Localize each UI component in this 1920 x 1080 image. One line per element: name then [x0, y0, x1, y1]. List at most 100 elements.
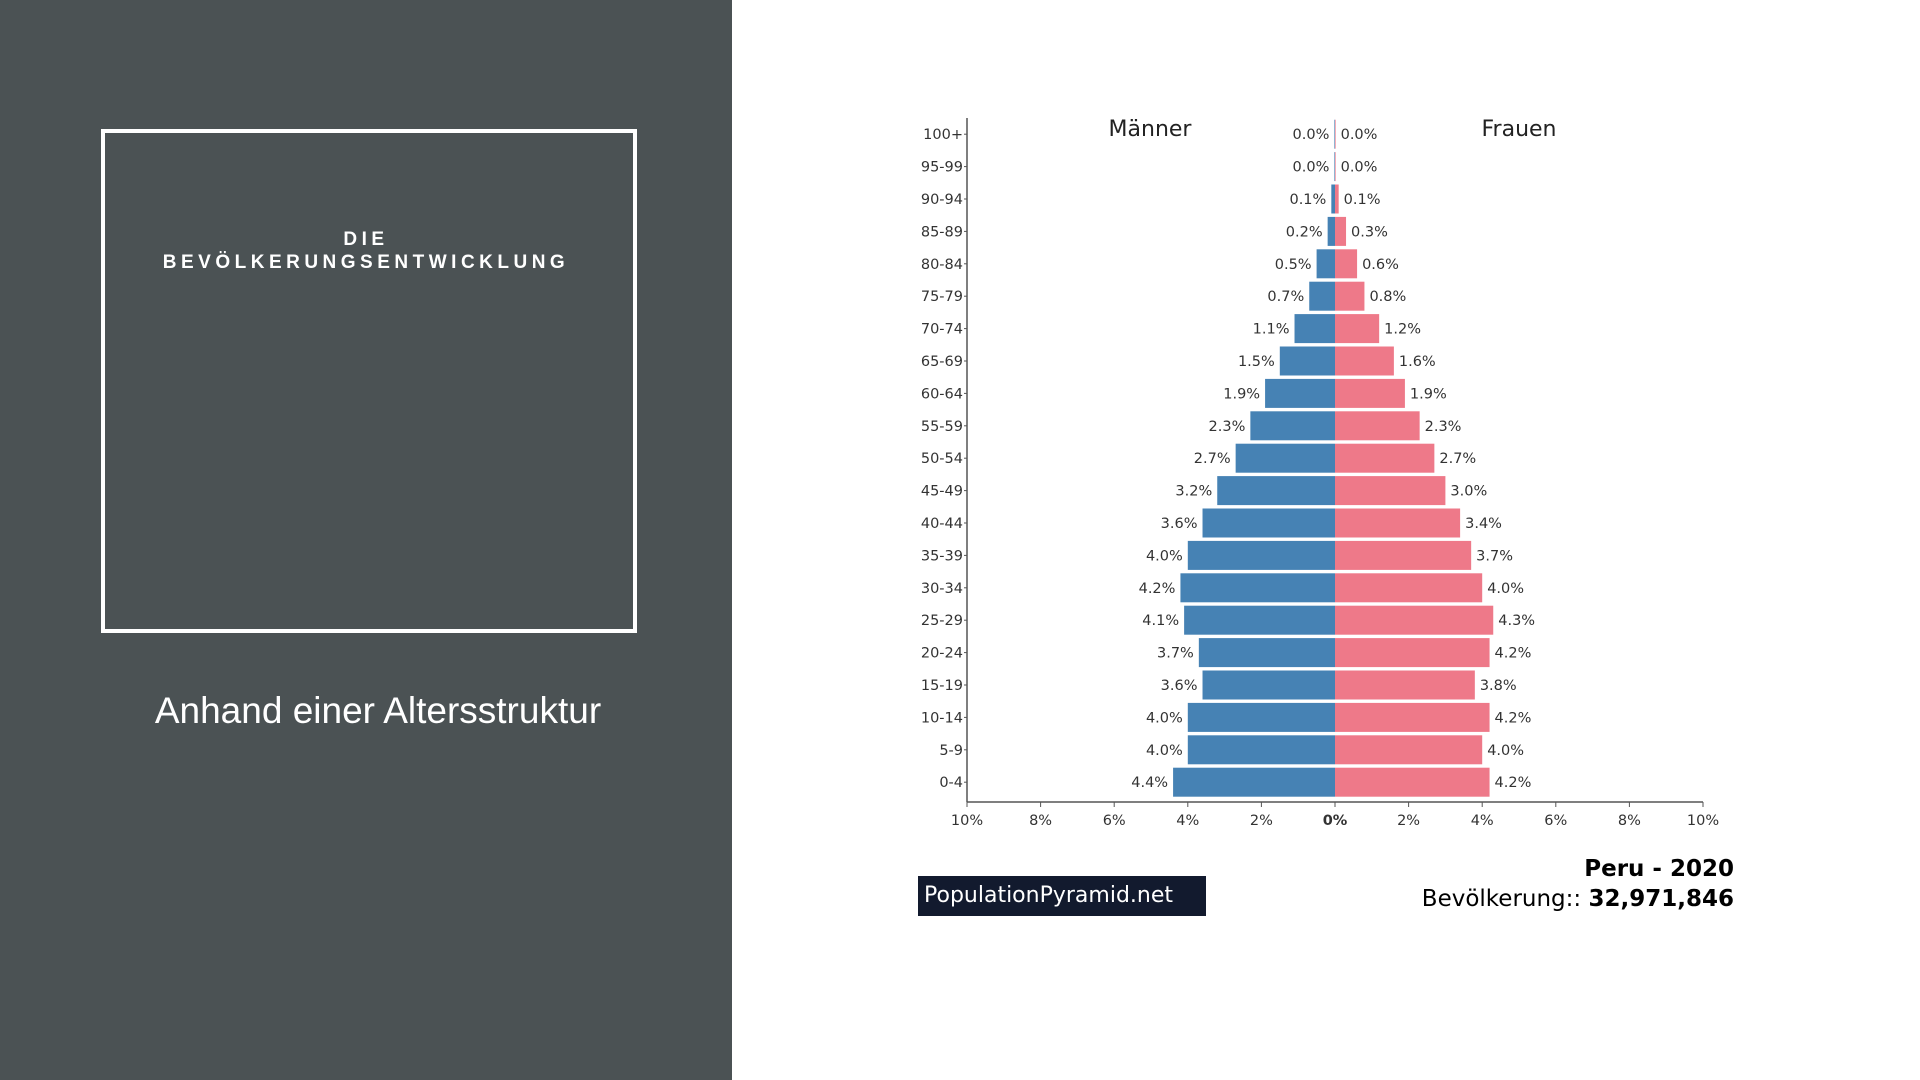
data-label-female: 0.6% — [1362, 257, 1399, 273]
age-group-label: 25-29 — [921, 613, 963, 629]
bar-female — [1335, 702, 1490, 732]
bar-female — [1335, 540, 1472, 570]
data-label-male: 2.3% — [1209, 419, 1246, 435]
x-tick-label: 0% — [1323, 813, 1348, 829]
data-label-female: 4.0% — [1487, 581, 1524, 597]
bar-male — [1331, 184, 1335, 214]
bar-male — [1198, 638, 1335, 668]
data-label-female: 0.3% — [1351, 224, 1388, 240]
data-label-female: 0.8% — [1369, 289, 1406, 305]
slide-title-line-2: BEVÖLKERUNGSENTWICKLUNG — [162, 252, 570, 273]
slide-title-line-1: DIE — [343, 229, 389, 250]
x-tick-label: 6% — [1544, 813, 1567, 829]
x-tick-label: 10% — [1687, 813, 1719, 829]
x-tick-label: 2% — [1397, 813, 1420, 829]
x-tick-label: 10% — [951, 813, 983, 829]
age-group-label: 95-99 — [921, 160, 963, 176]
data-label-male: 0.0% — [1293, 160, 1330, 176]
data-label-female: 3.4% — [1465, 516, 1502, 532]
bar-male — [1327, 216, 1335, 246]
data-label-male: 4.2% — [1139, 581, 1176, 597]
bar-female — [1335, 378, 1405, 408]
data-label-female: 2.3% — [1425, 419, 1462, 435]
x-tick-label: 6% — [1103, 813, 1126, 829]
data-label-male: 3.6% — [1161, 678, 1198, 694]
data-label-male: 4.0% — [1146, 710, 1183, 726]
bar-male — [1316, 249, 1335, 279]
data-label-male: 0.0% — [1293, 127, 1330, 143]
data-label-male: 2.7% — [1194, 451, 1231, 467]
data-label-female: 1.6% — [1399, 354, 1436, 370]
x-tick-label: 4% — [1176, 813, 1199, 829]
data-label-male: 4.0% — [1146, 548, 1183, 564]
data-label-male: 3.7% — [1157, 646, 1194, 662]
age-group-label: 70-74 — [921, 322, 963, 338]
bar-male — [1180, 573, 1335, 603]
data-label-male: 3.6% — [1161, 516, 1198, 532]
data-label-male: 0.7% — [1267, 289, 1304, 305]
source-badge: PopulationPyramid.net — [918, 876, 1206, 916]
data-label-male: 0.1% — [1289, 192, 1326, 208]
data-label-female: 0.0% — [1341, 160, 1378, 176]
age-group-label: 10-14 — [921, 710, 963, 726]
data-label-female: 3.7% — [1476, 548, 1513, 564]
bar-male — [1279, 346, 1335, 376]
age-group-label: 85-89 — [921, 224, 963, 240]
data-label-female: 1.9% — [1410, 386, 1447, 402]
bar-female — [1335, 249, 1358, 279]
title-panel: DIE BEVÖLKERUNGSENTWICKLUNG Anhand einer… — [0, 0, 732, 1080]
data-label-female: 4.2% — [1495, 646, 1532, 662]
population-pyramid-chart: Männer Frauen 0.0% 0.0% 100+ 0.0% 0.0% 95-99 0.1… — [921, 117, 1719, 829]
bar-male — [1250, 411, 1335, 441]
data-label-male: 4.4% — [1131, 775, 1168, 791]
age-group-label: 20-24 — [921, 646, 963, 662]
bar-female — [1335, 314, 1380, 344]
age-group-label: 30-34 — [921, 581, 963, 597]
slide-title: DIE BEVÖLKERUNGSENTWICKLUNG — [0, 228, 732, 274]
data-label-female: 1.2% — [1384, 322, 1421, 338]
bar-female — [1335, 605, 1494, 635]
bar-female — [1335, 638, 1490, 668]
x-tick-label: 8% — [1029, 813, 1052, 829]
age-group-label: 55-59 — [921, 419, 963, 435]
data-label-male: 0.2% — [1286, 224, 1323, 240]
bar-male — [1235, 443, 1335, 473]
age-group-label: 5-9 — [939, 743, 963, 759]
age-group-label: 45-49 — [921, 484, 963, 500]
bar-male — [1202, 670, 1335, 700]
bar-female — [1335, 767, 1490, 797]
bar-male — [1187, 735, 1335, 765]
x-tick-label: 8% — [1618, 813, 1641, 829]
bar-female — [1335, 184, 1339, 214]
series-label-female: Frauen — [1481, 117, 1556, 142]
bar-male — [1334, 152, 1335, 182]
bar-female — [1335, 443, 1435, 473]
age-group-label: 15-19 — [921, 678, 963, 694]
age-group-label: 50-54 — [921, 451, 963, 467]
bar-female — [1335, 216, 1347, 246]
bar-male — [1187, 702, 1335, 732]
data-label-female: 4.3% — [1498, 613, 1535, 629]
data-label-female: 2.7% — [1439, 451, 1476, 467]
data-label-male: 1.9% — [1223, 386, 1260, 402]
bar-female — [1335, 346, 1394, 376]
population-value: 32,971,846 — [1588, 886, 1734, 912]
bar-female — [1335, 508, 1461, 538]
bar-male — [1173, 767, 1335, 797]
bar-female — [1335, 735, 1483, 765]
data-label-male: 4.1% — [1142, 613, 1179, 629]
age-group-label: 0-4 — [939, 775, 963, 791]
series-label-male: Männer — [1109, 117, 1193, 142]
age-group-label: 40-44 — [921, 516, 963, 532]
slide-subtitle: Anhand einer Altersstruktur — [154, 690, 602, 731]
data-label-male: 1.5% — [1238, 354, 1275, 370]
bar-male — [1309, 281, 1335, 311]
data-label-female: 4.0% — [1487, 743, 1524, 759]
data-label-female: 3.8% — [1480, 678, 1517, 694]
bar-male — [1217, 476, 1335, 506]
data-label-male: 3.2% — [1175, 484, 1212, 500]
bar-male — [1334, 119, 1335, 149]
bar-female — [1335, 476, 1446, 506]
data-label-female: 0.0% — [1341, 127, 1378, 143]
bar-female — [1335, 119, 1336, 149]
